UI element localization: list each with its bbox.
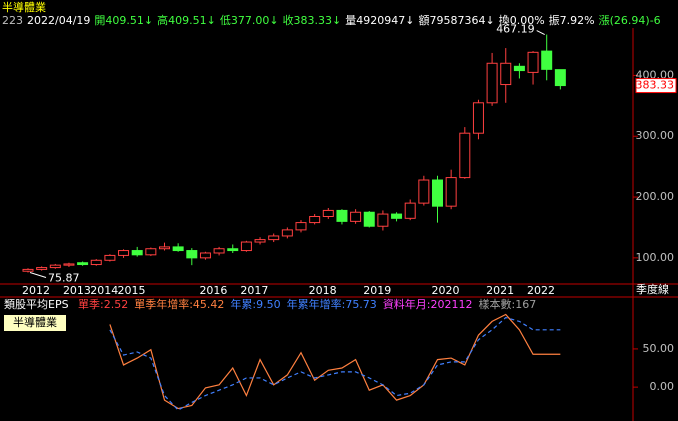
candle-body xyxy=(22,268,34,272)
x-tick-label: 2022 xyxy=(527,284,555,297)
candle-body xyxy=(199,252,211,259)
candle-body xyxy=(309,216,321,224)
y-tick-label: 0.00 xyxy=(650,380,675,393)
info-item: 換0.00% xyxy=(499,14,545,27)
candle-body xyxy=(554,69,566,87)
info-item: 收383.33↓ xyxy=(283,13,342,27)
low-pointer xyxy=(29,272,47,279)
candle-body xyxy=(131,250,143,256)
sector-title: 半導體業 xyxy=(2,0,46,14)
candle-body xyxy=(445,177,457,207)
candle-body xyxy=(49,264,61,269)
candle-body xyxy=(63,263,75,266)
info-item: 漲(26.94)-6 xyxy=(599,14,661,27)
candle-body xyxy=(500,62,512,86)
x-tick-label: 2014 xyxy=(90,284,118,297)
x-tick-label: 2020 xyxy=(432,284,460,297)
candle-body xyxy=(486,62,498,104)
y-tick-label: 50.00 xyxy=(643,342,675,355)
candle-body xyxy=(36,267,48,270)
candle-body xyxy=(432,179,443,207)
candle-body xyxy=(77,262,89,266)
candle-body xyxy=(295,222,307,231)
candle-body xyxy=(90,259,102,266)
info-item: 高409.51↓ xyxy=(157,13,216,27)
info-item: 額79587364↓ xyxy=(419,14,495,27)
candle-body xyxy=(541,50,553,70)
eps-line xyxy=(109,313,561,410)
legend-item: 樣本數:167 xyxy=(479,297,537,311)
candle-body xyxy=(254,239,266,243)
candle-body xyxy=(281,229,293,237)
stock-box xyxy=(4,315,66,331)
candle-body xyxy=(459,132,471,179)
candle-body xyxy=(472,102,484,134)
info-item: 223 xyxy=(2,14,23,27)
high-label: 467.19 xyxy=(496,23,535,36)
low-label: 75.87 xyxy=(48,272,80,285)
legend-item: 單季年增率:45.42 xyxy=(134,297,224,311)
info-item: 振7.92% xyxy=(549,13,595,27)
info-item: 低377.00↓ xyxy=(220,14,279,27)
period-label: 季度線 xyxy=(636,282,669,296)
last-price: 383.33 xyxy=(636,79,675,92)
candle-body xyxy=(145,248,157,256)
candle-body xyxy=(172,246,184,252)
legend-item: 年累年增率:75.73 xyxy=(287,297,377,311)
candle-body xyxy=(159,246,170,250)
candle-body xyxy=(391,213,403,219)
candle-body xyxy=(404,202,416,219)
eps-title: 類股平均EPS xyxy=(4,298,69,311)
x-tick-label: 2019 xyxy=(363,284,391,297)
legend-item: 資料年月:202112 xyxy=(383,297,473,311)
x-tick-label: 2021 xyxy=(486,284,514,297)
eps-line xyxy=(109,316,561,411)
x-tick-label: 2018 xyxy=(309,284,337,297)
candle-body xyxy=(322,209,334,218)
y-tick-label: 300.00 xyxy=(636,129,675,142)
candle-body xyxy=(513,65,525,72)
info-item: 開409.51↓ xyxy=(94,14,153,27)
x-tick-label: 2016 xyxy=(199,284,227,297)
candle-body xyxy=(377,213,389,227)
candle-body xyxy=(268,235,280,241)
candle-body xyxy=(418,179,430,204)
high-pointer xyxy=(536,30,545,36)
price-box xyxy=(635,78,677,94)
candle-body xyxy=(118,250,130,256)
legend-item: 年累:9.50 xyxy=(230,297,280,311)
candle-body xyxy=(240,241,252,252)
candle-body xyxy=(527,51,539,73)
y-tick-label: 100.00 xyxy=(636,251,675,264)
candle-body xyxy=(336,209,348,222)
info-item: 量4920947↓ xyxy=(345,14,414,27)
candle-body xyxy=(227,248,239,252)
candle-body xyxy=(350,211,362,222)
stock-label: 半導體業 xyxy=(13,315,57,329)
x-tick-label: 2013 xyxy=(63,284,91,297)
candle-body xyxy=(363,211,375,227)
y-tick-label: 200.00 xyxy=(636,190,675,203)
candle-body xyxy=(104,254,116,261)
x-tick-label: 2015 xyxy=(118,284,146,297)
info-item: 2022/04/19 xyxy=(27,14,90,27)
candle-body xyxy=(213,248,225,254)
x-tick-label: 2012 xyxy=(22,284,50,297)
legend-item: 單季:2.52 xyxy=(78,298,128,311)
candle-body xyxy=(186,250,198,259)
x-tick-label: 2017 xyxy=(240,284,268,297)
